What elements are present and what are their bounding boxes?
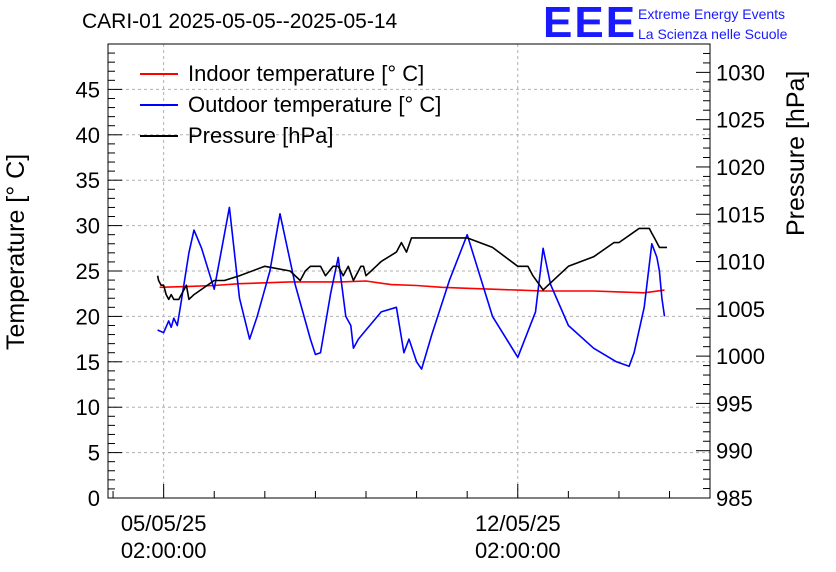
y-left-tick-label-3: 15: [76, 350, 100, 375]
eee-logo: EEE: [543, 0, 638, 47]
logo-line-1: Extreme Energy Events: [638, 6, 786, 22]
y-left-tick-label-8: 40: [76, 123, 100, 148]
chart-title: CARI-01 2025-05-05--2025-05-14: [82, 10, 398, 33]
series-outdoor-line: [157, 206, 666, 370]
y-axis-label-left: Temperature [° C]: [2, 153, 30, 350]
legend-swatch-indoor: [140, 72, 178, 75]
y-right-tick-label-5: 1010: [716, 250, 765, 275]
y-right-tick-label-0: 985: [716, 486, 753, 511]
y-right-tick-label-6: 1015: [716, 202, 765, 227]
y-right-tick-label-3: 1000: [716, 344, 765, 369]
x-tick-date-0: 05/05/25: [121, 511, 207, 536]
y-left-tick-label-0: 0: [88, 486, 100, 511]
legend-item-outdoor: Outdoor temperature [° C]: [140, 89, 441, 120]
x-tick-date-1: 12/05/25: [475, 511, 561, 536]
y-left-tick-label-4: 20: [76, 304, 100, 329]
y-right-tick-label-4: 1005: [716, 297, 765, 322]
series-pressure-line: [156, 227, 667, 301]
legend-label-pressure: Pressure [hPa]: [188, 122, 334, 148]
logo-caption: Extreme Energy Events La Scienza nelle S…: [638, 4, 787, 44]
y-left-tick-label-9: 45: [76, 77, 100, 102]
y-right-tick-label-7: 1020: [716, 155, 765, 180]
legend-item-indoor: Indoor temperature [° C]: [140, 58, 441, 89]
y-left-tick-label-5: 25: [76, 259, 100, 284]
logo-line-2: La Scienza nelle Scuole: [638, 26, 788, 42]
y-left-tick-label-6: 30: [76, 214, 100, 239]
x-tick-time-0: 02:00:00: [121, 538, 207, 563]
y-right-tick-label-1: 990: [716, 439, 753, 464]
legend-swatch-outdoor: [140, 103, 178, 106]
x-tick-time-1: 02:00:00: [475, 538, 561, 563]
y-axis-label-right: Pressure [hPa]: [782, 70, 810, 236]
y-right-tick-label-2: 995: [716, 391, 753, 416]
legend-item-pressure: Pressure [hPa]: [140, 120, 441, 151]
y-right-tick-label-8: 1025: [716, 108, 765, 133]
legend: Indoor temperature [° C] Outdoor tempera…: [140, 58, 441, 151]
y-left-tick-label-7: 35: [76, 168, 100, 193]
series-indoor-line: [159, 280, 665, 294]
legend-label-indoor: Indoor temperature [° C]: [188, 60, 425, 86]
y-right-tick-label-9: 1030: [716, 60, 765, 85]
y-left-tick-label-2: 10: [76, 395, 100, 420]
legend-swatch-pressure: [140, 134, 178, 137]
legend-label-outdoor: Outdoor temperature [° C]: [188, 91, 442, 117]
y-left-tick-label-1: 5: [88, 441, 100, 466]
